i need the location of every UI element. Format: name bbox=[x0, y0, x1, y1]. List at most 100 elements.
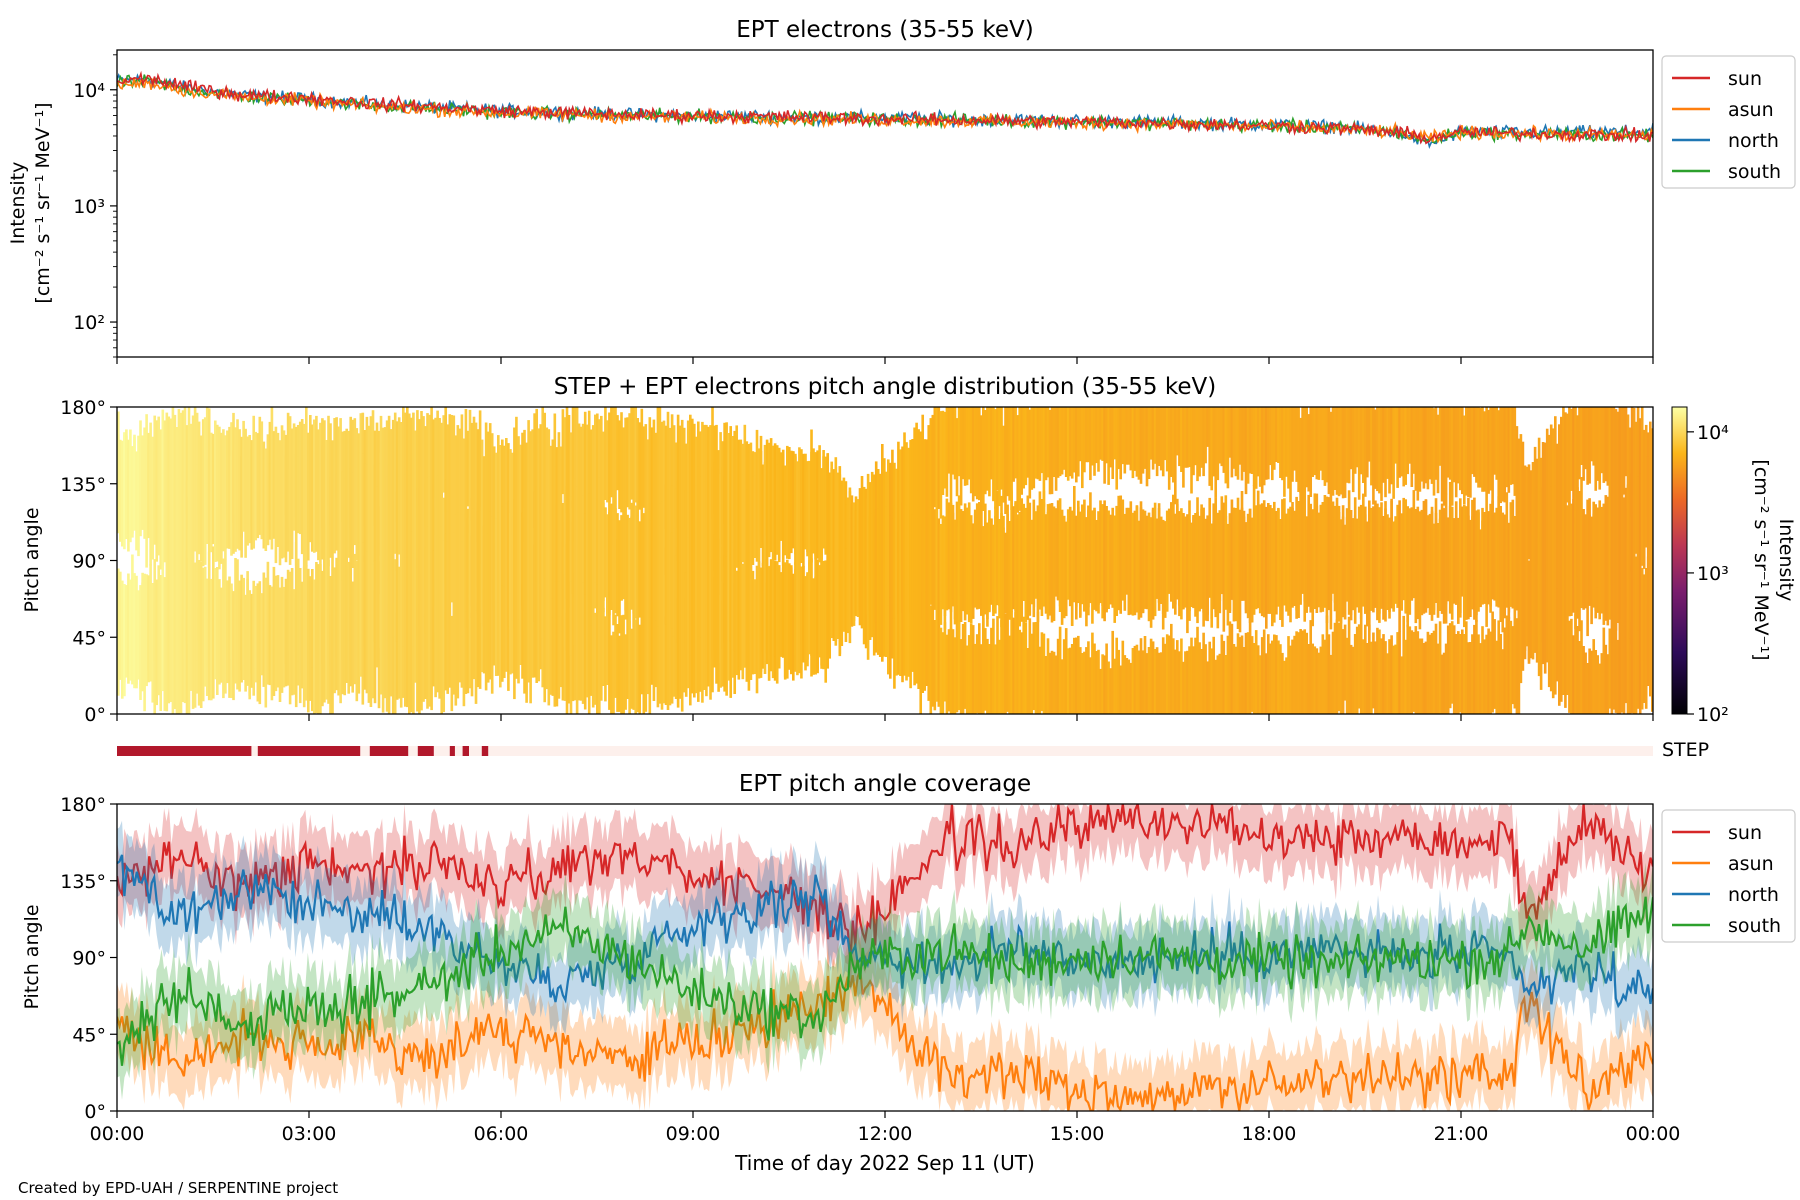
heatmap-cell bbox=[517, 495, 520, 595]
heatmap-cell bbox=[656, 407, 660, 512]
heatmap-cell bbox=[1109, 407, 1112, 468]
heatmap-cell bbox=[171, 614, 175, 714]
heatmap-cell bbox=[818, 575, 821, 653]
heatmap-cell bbox=[276, 451, 280, 547]
heatmap-cell bbox=[933, 620, 937, 711]
heatmap-cell bbox=[1287, 540, 1290, 616]
heatmap-cell bbox=[1446, 625, 1450, 714]
heatmap-cell bbox=[697, 547, 700, 637]
heatmap-cell bbox=[1238, 637, 1242, 714]
heatmap-cell bbox=[537, 428, 541, 525]
heatmap-cell bbox=[252, 580, 256, 685]
heatmap-cell bbox=[1097, 407, 1100, 472]
heatmap-cell bbox=[1038, 407, 1042, 481]
heatmap-cell bbox=[632, 600, 636, 710]
heatmap-cell bbox=[1634, 623, 1638, 714]
heatmap-cell bbox=[555, 504, 559, 609]
heatmap-cell bbox=[236, 559, 239, 664]
heatmap-cell bbox=[575, 407, 579, 506]
heatmap-cell bbox=[1303, 529, 1307, 622]
heatmap-cell bbox=[1622, 497, 1626, 604]
heatmap-cell bbox=[525, 442, 528, 521]
heatmap-cell bbox=[763, 462, 767, 571]
heatmap-cell bbox=[709, 476, 712, 579]
heatmap-cell bbox=[721, 546, 724, 649]
heatmap-cell bbox=[1147, 407, 1151, 479]
heatmap-cell bbox=[1594, 509, 1598, 611]
heatmap-cell bbox=[171, 407, 175, 511]
heatmap-cell bbox=[941, 515, 945, 595]
heatmap-cell bbox=[1574, 614, 1577, 714]
heatmap-cell bbox=[1222, 539, 1226, 632]
heatmap-cell bbox=[175, 427, 179, 505]
heatmap-cell bbox=[203, 417, 207, 501]
heatmap-cell bbox=[1275, 407, 1278, 462]
heatmap-cell bbox=[1545, 494, 1549, 592]
heatmap-cell bbox=[1073, 637, 1076, 714]
panel4-title: EPT pitch angle coverage bbox=[739, 771, 1031, 797]
heatmap-cell bbox=[1220, 634, 1224, 714]
heatmap-cell bbox=[1008, 635, 1011, 714]
heatmap-cell bbox=[812, 583, 815, 668]
heatmap-cell bbox=[988, 407, 991, 497]
heatmap-cell bbox=[1204, 644, 1207, 714]
heatmap-cell bbox=[715, 539, 718, 650]
heatmap-cell bbox=[1036, 530, 1040, 623]
heatmap-cell bbox=[1634, 476, 1638, 554]
heatmap-cell bbox=[1353, 515, 1357, 624]
heatmap-cell bbox=[1032, 622, 1036, 711]
heatmap-cell bbox=[1632, 639, 1636, 714]
heatmap-cell bbox=[1628, 631, 1632, 714]
heatmap-cell bbox=[931, 517, 935, 604]
heatmap-cell bbox=[1588, 648, 1591, 714]
heatmap-cell bbox=[1323, 639, 1327, 714]
heatmap-cell bbox=[792, 451, 795, 549]
heatmap-cell bbox=[1026, 543, 1030, 620]
heatmap-cell bbox=[478, 520, 482, 602]
heatmap-cell bbox=[824, 456, 828, 553]
heatmap-cell bbox=[717, 562, 720, 665]
heatmap-cell bbox=[1386, 653, 1389, 714]
heatmap-cell bbox=[492, 535, 496, 611]
heatmap-cell bbox=[430, 622, 433, 711]
heatmap-cell bbox=[1034, 622, 1038, 714]
heatmap-cell bbox=[757, 457, 761, 571]
heatmap-cell bbox=[1216, 407, 1220, 481]
heatmap-cell bbox=[1566, 505, 1569, 604]
heatmap-cell bbox=[668, 593, 672, 706]
heatmap-cell bbox=[1497, 522, 1501, 601]
heatmap-cell bbox=[1618, 614, 1622, 714]
heatmap-cell bbox=[1396, 407, 1399, 488]
heatmap-cell bbox=[915, 518, 918, 616]
heatmap-cell bbox=[539, 424, 543, 515]
heatmap-cell bbox=[537, 486, 541, 584]
heatmap-cell bbox=[965, 407, 969, 486]
heatmap-cell bbox=[713, 534, 716, 650]
heatmap-cell bbox=[660, 513, 664, 621]
heatmap-cell bbox=[355, 467, 359, 561]
heatmap-cell bbox=[1364, 506, 1367, 614]
heatmap-cell bbox=[957, 622, 961, 711]
heatmap-cell bbox=[205, 578, 209, 665]
heatmap-cell bbox=[850, 518, 854, 619]
heatmap-cell bbox=[612, 631, 615, 714]
heatmap-cell bbox=[1279, 520, 1282, 620]
heatmap-cell bbox=[1420, 638, 1424, 714]
heatmap-cell bbox=[193, 464, 197, 552]
heatmap-cell bbox=[1612, 623, 1616, 710]
heatmap-cell bbox=[602, 502, 605, 601]
heatmap-cell bbox=[978, 623, 981, 714]
heatmap-cell bbox=[1475, 514, 1478, 622]
heatmap-cell bbox=[393, 602, 397, 714]
heatmap-cell bbox=[652, 419, 656, 503]
heatmap-cell bbox=[1410, 407, 1414, 487]
heatmap-cell bbox=[963, 407, 967, 486]
heatmap-cell bbox=[1228, 407, 1232, 458]
heatmap-cell bbox=[1004, 407, 1007, 514]
heatmap-cell bbox=[385, 629, 389, 712]
heatmap-cell bbox=[543, 412, 547, 515]
heatmap-cell bbox=[1646, 556, 1650, 666]
heatmap-cell bbox=[1038, 646, 1042, 714]
heatmap-cell bbox=[191, 596, 195, 709]
heatmap-cell bbox=[931, 596, 935, 707]
